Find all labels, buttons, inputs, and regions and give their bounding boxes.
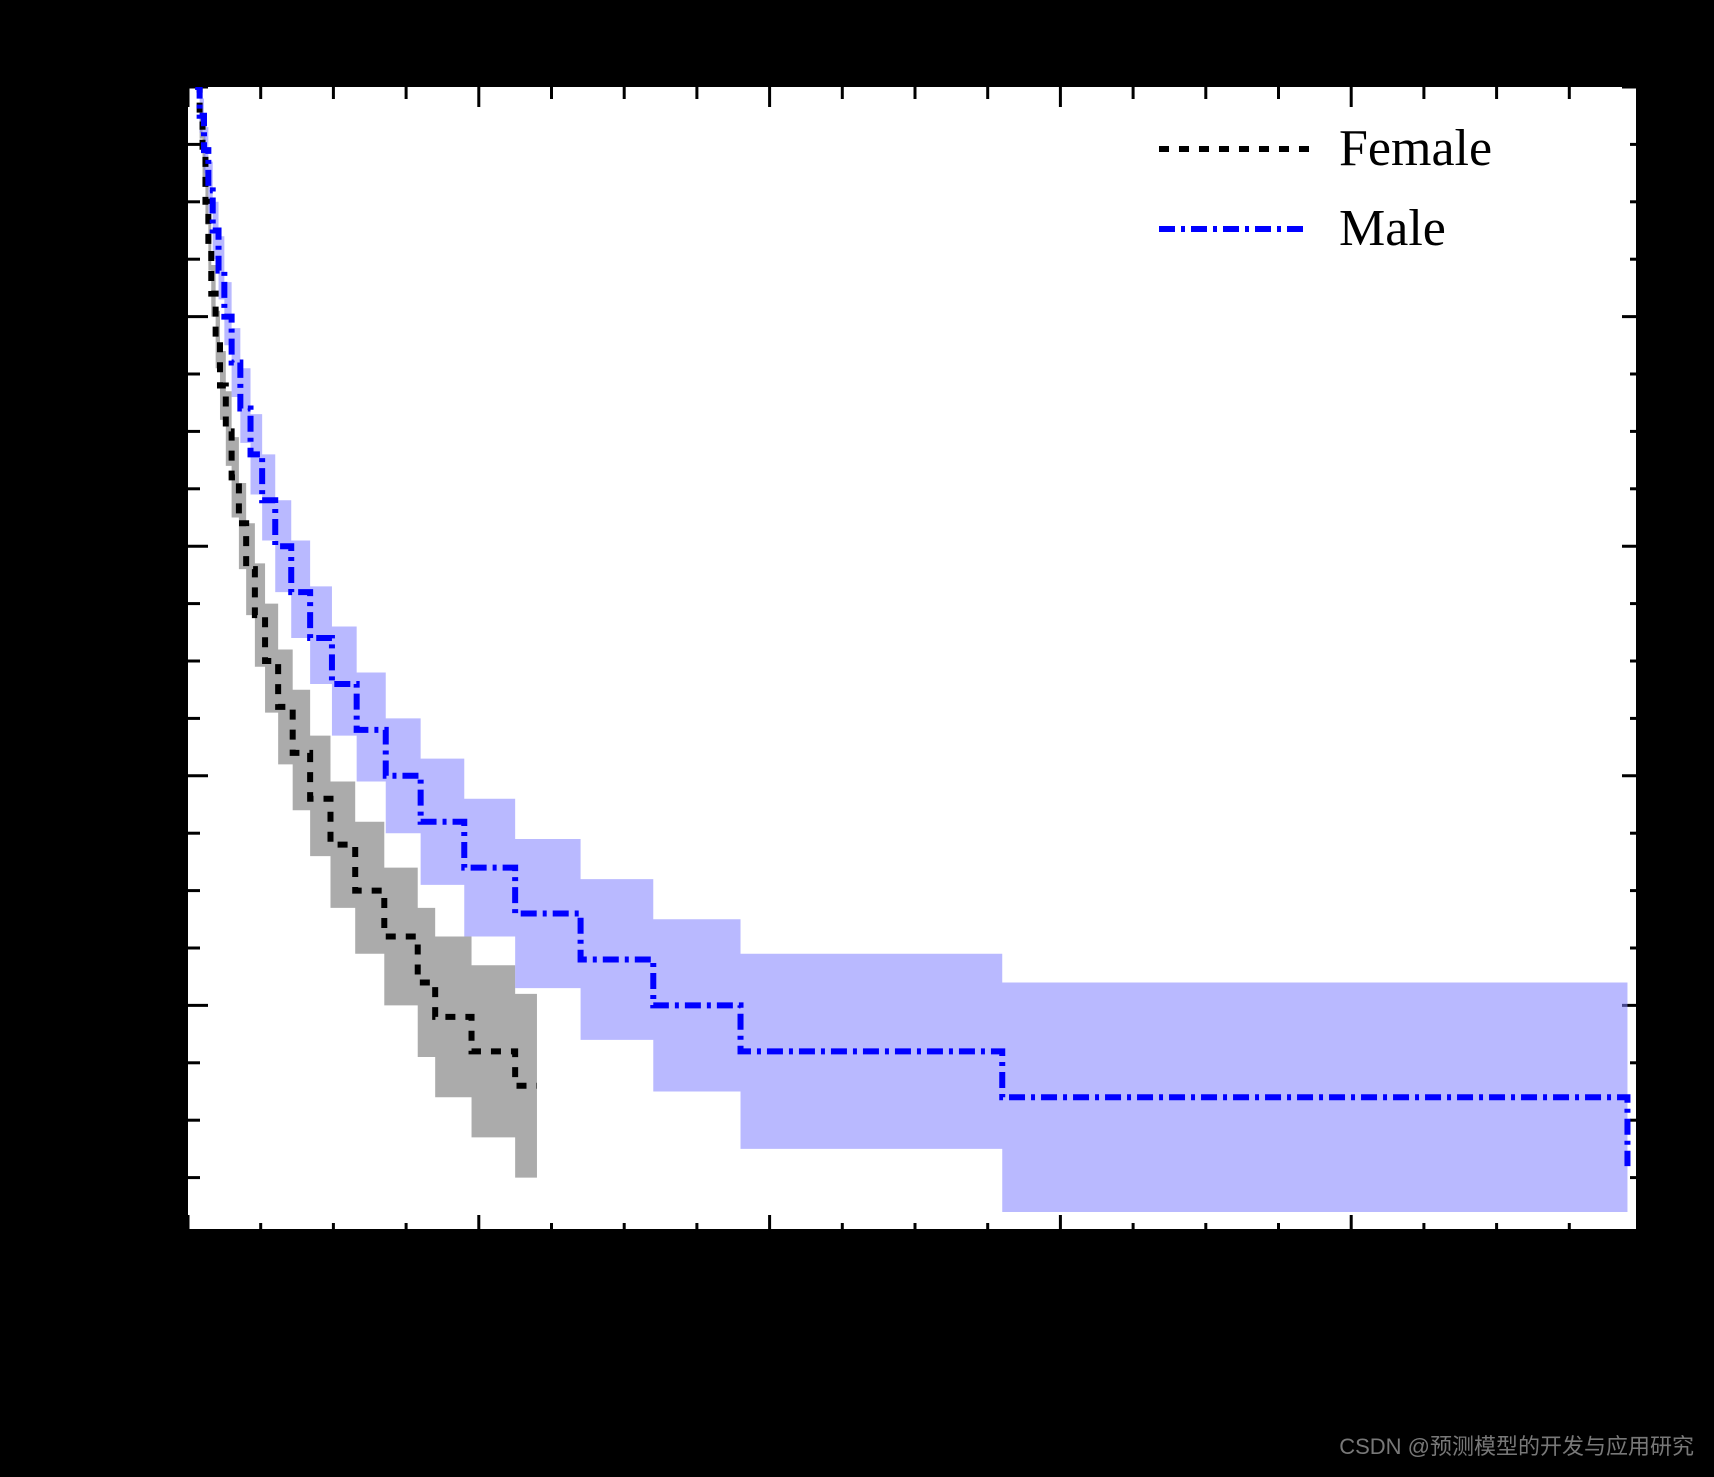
y-tick-label: 1.0	[120, 62, 168, 106]
x-tick-label: 200	[447, 1250, 504, 1294]
legend-item: Male	[1159, 199, 1446, 258]
y-tick-label: 0.4	[120, 751, 168, 795]
page-root: Days Overall survival 0 200 400 600 800 1000 0…	[0, 0, 1714, 1477]
x-axis-title: Days	[859, 1302, 966, 1361]
legend-label: Male	[1339, 199, 1446, 258]
x-tick-label: 600	[1029, 1250, 1086, 1294]
y-tick-label: 0.6	[120, 521, 168, 565]
legend-label: Female	[1339, 119, 1492, 178]
y-tick-label: 0.8	[120, 292, 168, 336]
x-tick-label: 0	[176, 1250, 195, 1294]
x-tick-label: 400	[738, 1250, 795, 1294]
y-tick-label: 0.0	[120, 1210, 168, 1254]
plot-svg	[188, 87, 1642, 1235]
x-tick-label: 800	[1320, 1250, 1377, 1294]
x-tick-label: 1000	[1601, 1250, 1677, 1294]
legend-swatch	[1159, 209, 1309, 249]
ci-band-female	[195, 87, 537, 1178]
y-axis-title: Overall survival	[36, 490, 95, 826]
y-tick-label: 0.2	[120, 980, 168, 1024]
legend-item: Female	[1159, 119, 1492, 178]
watermark: CSDN @预测模型的开发与应用研究	[1339, 1429, 1694, 1461]
legend-swatch	[1159, 129, 1309, 169]
